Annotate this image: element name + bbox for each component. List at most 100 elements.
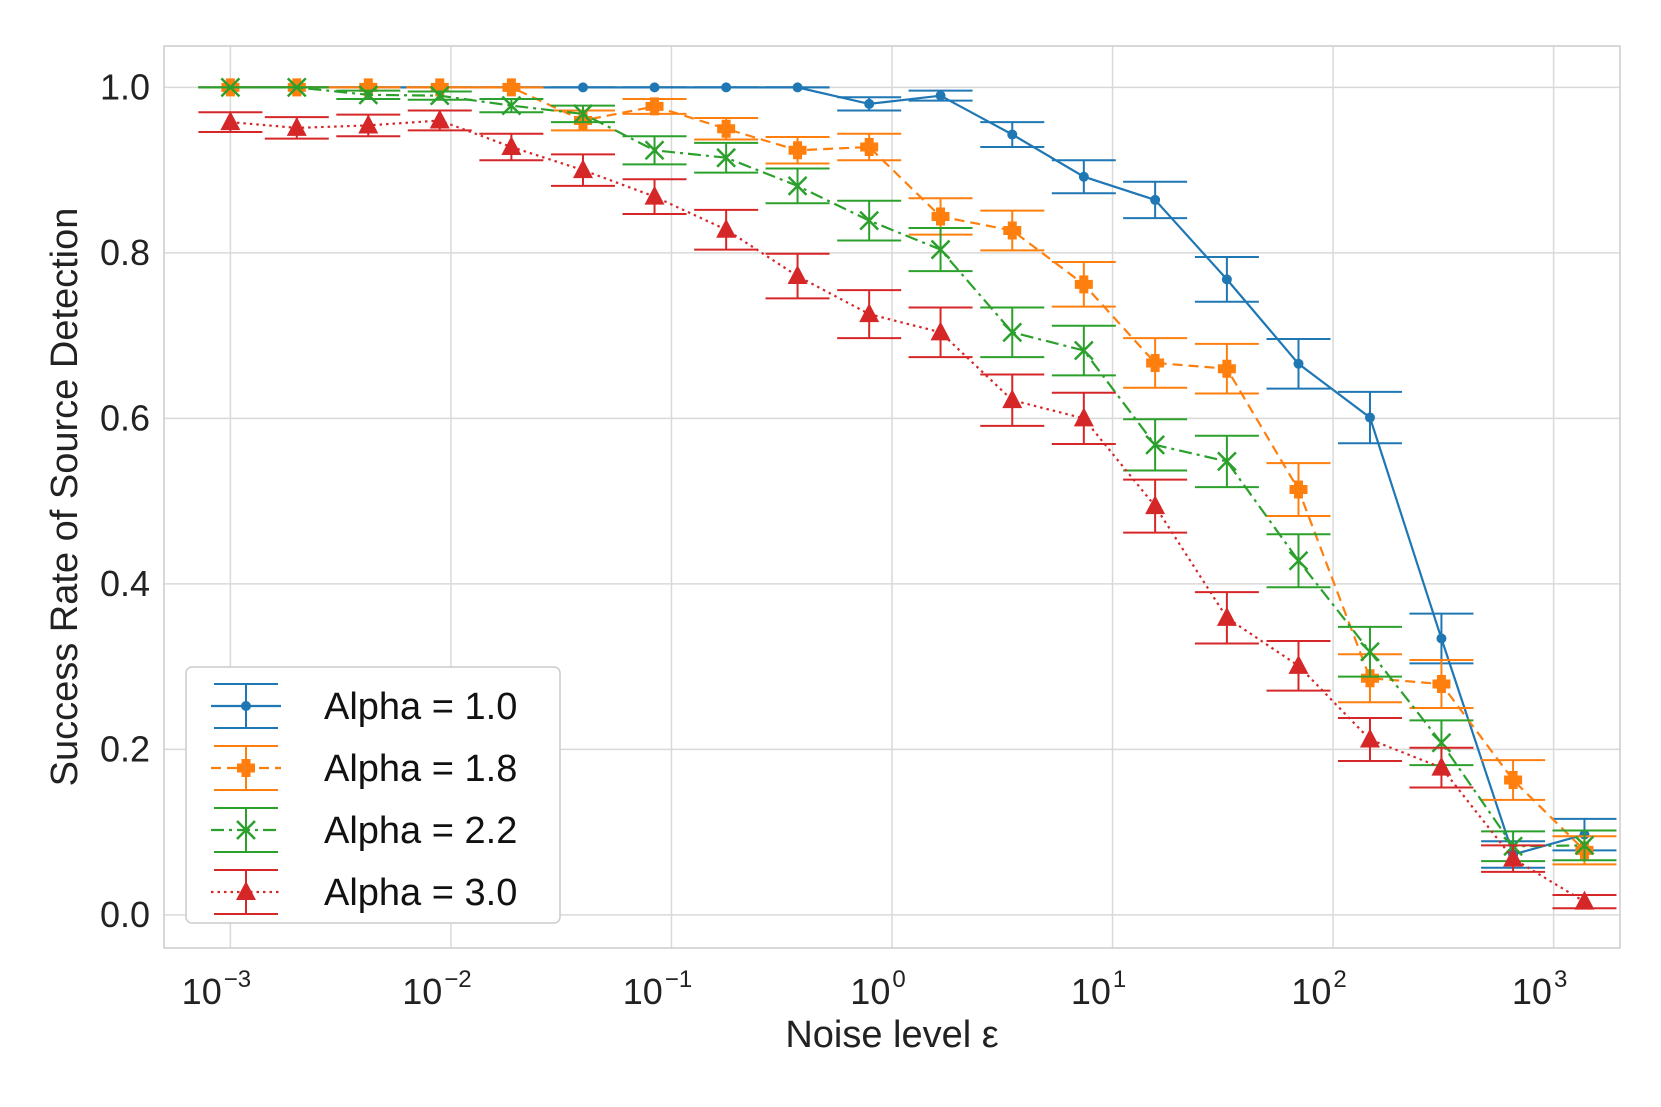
data-point [1364,412,1375,423]
y-tick-label: 0.4 [100,563,150,604]
data-point [1431,756,1452,776]
legend-item-2: Alpha = 1.8 [211,745,517,791]
data-point [1145,495,1166,515]
data-point [644,140,665,161]
data-point [649,82,660,93]
data-point [502,78,521,97]
data-point [572,159,593,179]
data-point [573,103,593,124]
data-point [577,82,588,93]
series [198,77,1617,910]
data-point [1074,275,1093,294]
data-point [1504,771,1523,790]
y-tick-label: 1.0 [100,66,150,107]
data-point [1216,606,1237,626]
data-point [1145,434,1166,455]
data-point [237,759,255,777]
data-point [1432,675,1451,694]
legend: Alpha = 1.0 Alpha = 1.8 Alpha = 2.2 Alpha =… [185,666,561,924]
data-point [1574,835,1595,856]
data-point [1217,451,1237,472]
data-point [1073,407,1094,427]
x-tick-exponent: 0 [892,966,905,993]
data-point [1002,389,1023,409]
x-tick-exponent: −2 [444,966,471,993]
series-3 [198,77,1617,863]
x-axis-label: Noise level ε [785,1014,998,1056]
data-point [931,207,950,226]
series-4 [198,109,1617,910]
x-tick-label: 10−2 [402,966,471,1012]
x-tick-exponent: 2 [1333,966,1346,993]
data-point [241,701,251,711]
data-point [286,77,307,98]
data-point [1436,633,1447,644]
data-point [1574,890,1595,910]
data-point [1293,358,1304,369]
data-point [1359,728,1380,748]
data-point [1073,340,1094,361]
legend-label: Alpha = 2.2 [324,810,517,852]
data-point [1503,847,1524,867]
data-point [860,137,879,156]
data-point [645,97,664,116]
data-point [930,321,951,341]
data-point [644,185,665,205]
data-point [220,77,241,98]
data-point [1007,129,1018,140]
data-point [236,881,256,900]
y-axis-label: Success Rate of Source Detection [44,208,86,787]
x-tick-exponent: −3 [224,966,251,993]
data-point [864,98,875,109]
x-axis-ticks: 10−3 10−2 10−1 100 101 102 103 [182,966,1568,1012]
x-tick-exponent: 1 [1113,966,1126,993]
data-point [859,210,880,231]
data-point [286,116,307,136]
x-tick-exponent: −1 [665,966,692,993]
y-axis-ticks: 0.0 0.2 0.4 0.6 0.8 1.0 [100,66,150,935]
data-point [721,82,732,93]
data-point [1150,194,1161,205]
data-point [787,265,808,285]
legend-label: Alpha = 1.8 [324,748,517,790]
data-point [859,303,880,323]
data-point [792,82,803,93]
data-point [1003,221,1022,240]
data-point [1221,274,1232,285]
legend-box [185,666,561,924]
data-point [716,218,737,238]
y-tick-label: 0.0 [100,894,150,935]
data-point [935,90,946,101]
data-point [429,109,450,129]
data-point [787,175,808,196]
series-line [230,119,1586,903]
data-point [1431,732,1452,753]
plot-frame [163,45,1621,949]
x-tick-label: 10−1 [623,966,692,1012]
data-point [716,147,737,168]
data-point [1146,353,1165,372]
series-line [230,86,1585,848]
y-tick-label: 0.2 [100,728,150,769]
data-point [220,111,241,131]
data-point [717,119,736,138]
data-point [1360,641,1380,662]
data-point [358,84,379,105]
data-point [358,114,379,134]
data-point [236,820,256,840]
data-point [1288,654,1309,674]
data-point [1360,669,1379,688]
data-point [1289,480,1308,499]
data-point [788,141,807,160]
data-point [930,239,951,260]
data-point [1002,322,1023,343]
legend-label: Alpha = 3.0 [324,872,517,914]
data-point [501,95,522,116]
legend-item-4: Alpha = 3.0 [211,869,517,915]
x-tick-exponent: 3 [1554,966,1567,993]
legend-item-1: Alpha = 1.0 [211,683,517,729]
legend-item-3: Alpha = 2.2 [211,807,517,853]
legend-label: Alpha = 1.0 [324,686,517,728]
y-tick-label: 0.6 [100,397,150,438]
